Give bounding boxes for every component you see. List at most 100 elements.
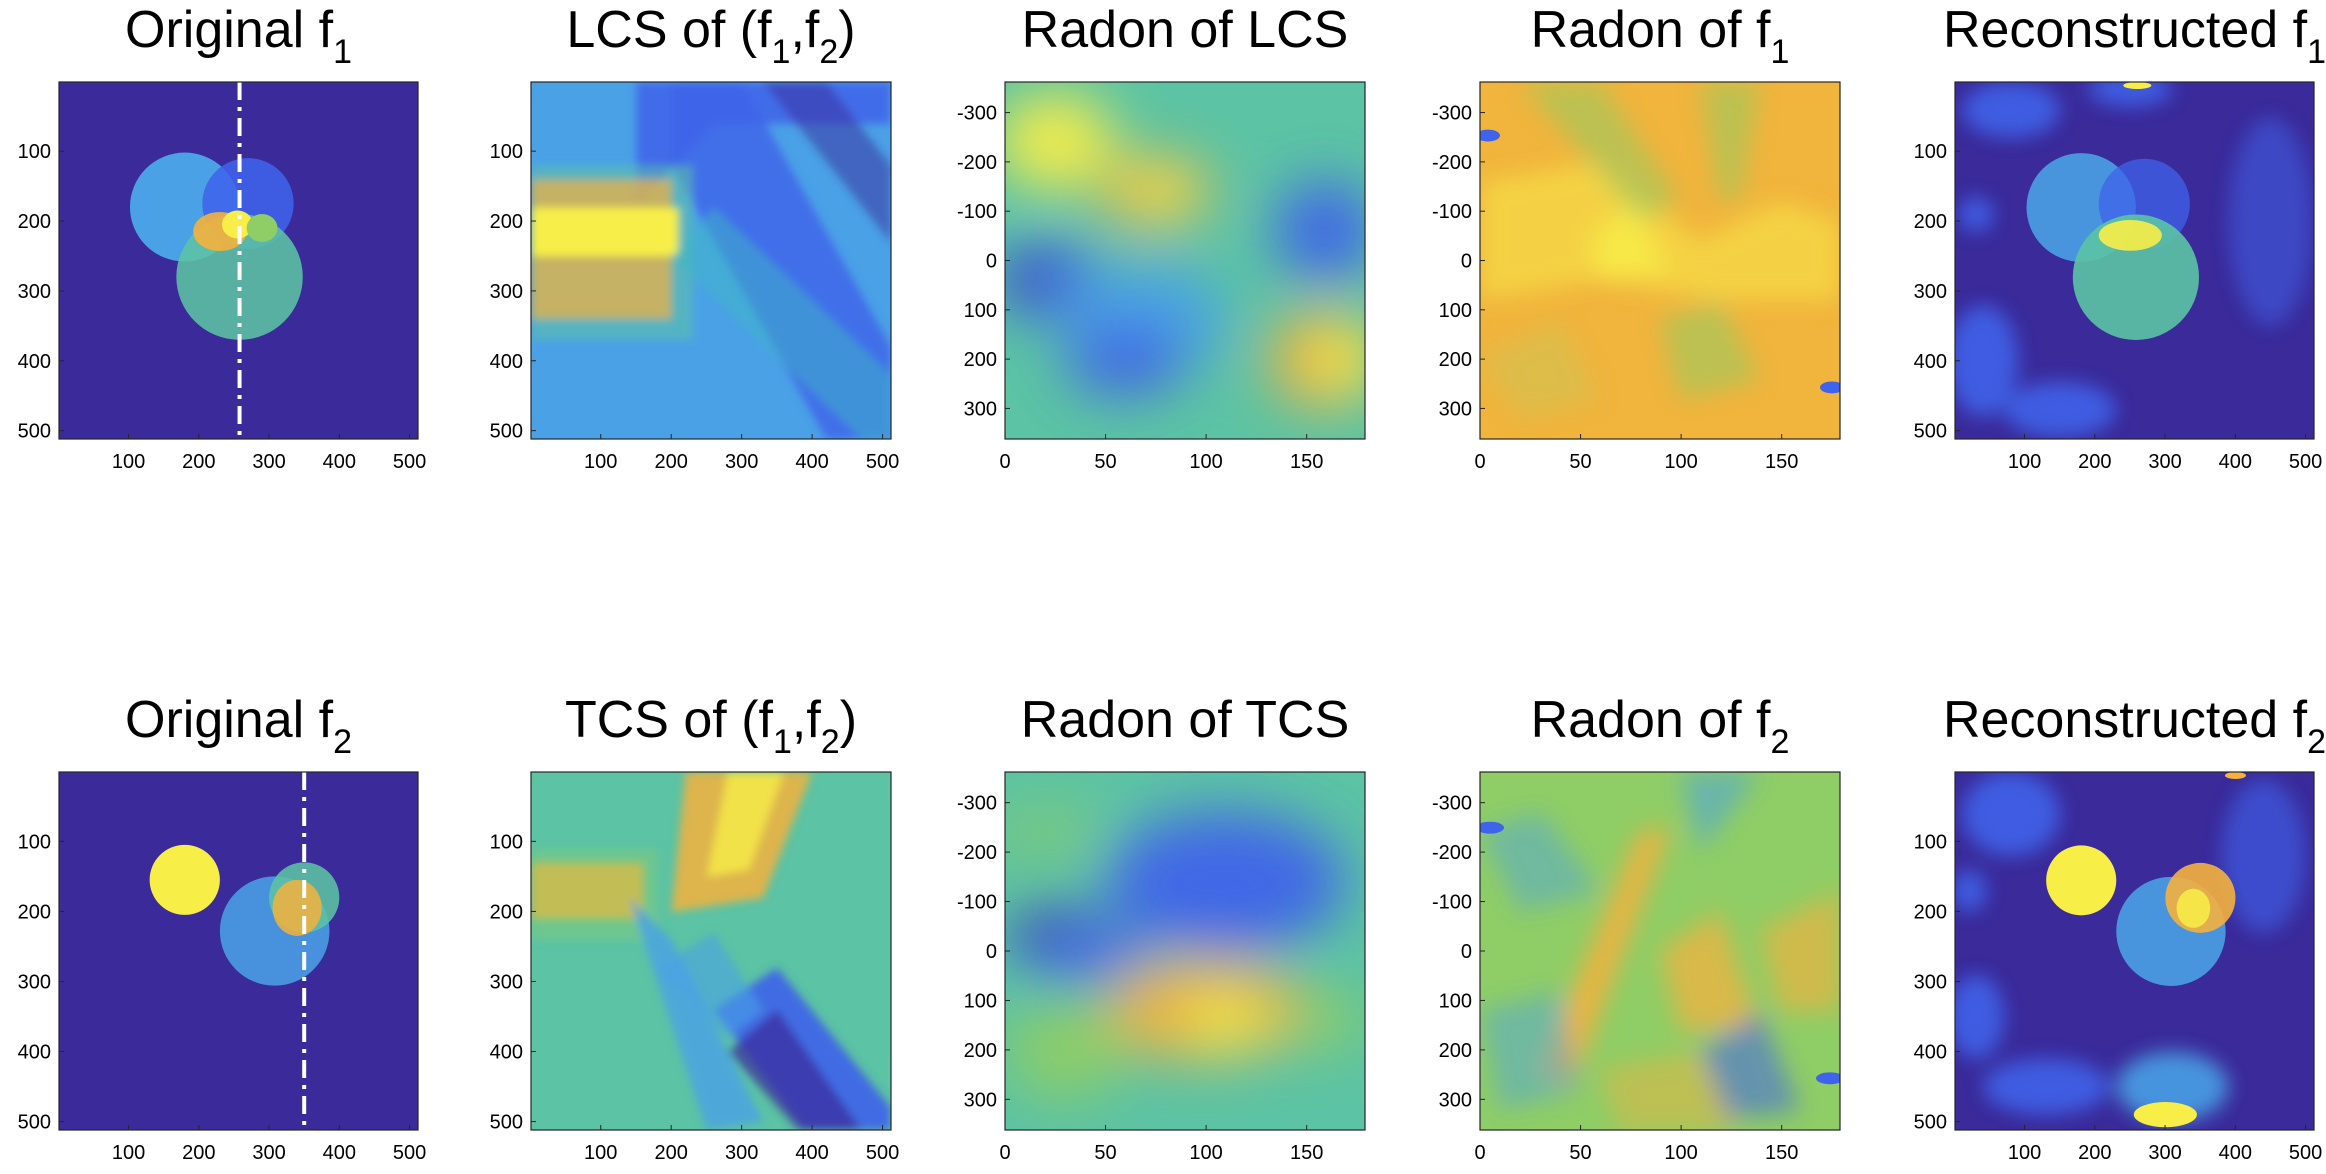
panel-title: Radon of TCS — [1021, 691, 1350, 749]
y-tick-label: -100 — [957, 201, 997, 223]
y-tick-label: 300 — [1914, 971, 1947, 993]
title-subscript: 2 — [2307, 723, 2326, 761]
y-tick-label: 100 — [1439, 300, 1472, 322]
y-tick-label: -100 — [1432, 892, 1472, 914]
x-tick-label: 200 — [182, 1142, 215, 1164]
x-tick-label: 200 — [2078, 451, 2111, 473]
y-tick-label: 500 — [1914, 421, 1947, 443]
title-subscript: 1 — [2307, 33, 2326, 71]
y-tick-label: 100 — [1914, 141, 1947, 163]
y-tick-label: 100 — [490, 831, 523, 853]
x-tick-label: 400 — [323, 1142, 356, 1164]
y-tick-label: 200 — [964, 349, 997, 371]
title-text: ) — [838, 1, 855, 59]
x-tick-label: 100 — [1189, 451, 1222, 473]
y-tick-label: 0 — [1461, 251, 1472, 273]
y-tick-label: 0 — [986, 251, 997, 273]
panel-title: Radon of f2 — [1531, 691, 1790, 761]
panel-title: Reconstructed f2 — [1943, 691, 2326, 761]
x-tick-label: 100 — [2008, 1142, 2041, 1164]
panel-title: Radon of f1 — [1531, 1, 1790, 71]
x-tick-label: 500 — [866, 1142, 899, 1164]
x-tick-label: 100 — [1664, 451, 1697, 473]
y-tick-label: 100 — [18, 141, 51, 163]
y-tick-label: 300 — [1439, 1089, 1472, 1111]
y-tick-label: 200 — [964, 1040, 997, 1062]
y-tick-label: 200 — [18, 211, 51, 233]
y-tick-label: 0 — [986, 941, 997, 963]
y-tick-label: 300 — [1914, 281, 1947, 303]
x-tick-label: 100 — [1189, 1142, 1222, 1164]
y-tick-label: 400 — [1914, 351, 1947, 373]
x-tick-label: 300 — [252, 451, 285, 473]
x-tick-label: 150 — [1290, 1142, 1323, 1164]
title-subscript: 1 — [1771, 33, 1790, 71]
title-subscript: 2 — [819, 33, 838, 71]
y-tick-label: -300 — [957, 103, 997, 125]
x-tick-label: 300 — [725, 451, 758, 473]
y-tick-label: 400 — [18, 351, 51, 373]
x-tick-label: 50 — [1569, 451, 1591, 473]
y-tick-label: 300 — [18, 281, 51, 303]
x-tick-label: 300 — [725, 1142, 758, 1164]
x-tick-label: 400 — [2219, 451, 2252, 473]
panel-title: TCS of (f1,f2) — [565, 691, 857, 761]
x-tick-label: 150 — [1290, 451, 1323, 473]
x-tick-label: 200 — [2078, 1142, 2111, 1164]
panel-radon-tcs — [1004, 771, 1366, 1131]
title-subscript: 1 — [773, 723, 792, 761]
panel-original-f2 — [58, 771, 419, 1131]
x-tick-label: 400 — [2219, 1142, 2252, 1164]
y-tick-label: -200 — [957, 152, 997, 174]
x-tick-label: 400 — [795, 451, 828, 473]
y-tick-label: 100 — [964, 990, 997, 1012]
y-tick-label: 200 — [490, 211, 523, 233]
x-tick-label: 400 — [323, 451, 356, 473]
overlap-region — [246, 214, 278, 242]
y-tick-label: 200 — [1439, 1040, 1472, 1062]
panel-lcs — [530, 81, 892, 440]
y-tick-label: -100 — [957, 892, 997, 914]
y-tick-label: -200 — [957, 842, 997, 864]
title-text: Original f — [125, 691, 334, 749]
x-tick-label: 150 — [1765, 1142, 1798, 1164]
x-tick-label: 0 — [999, 451, 1010, 473]
title-text: TCS of (f — [565, 691, 774, 749]
y-tick-label: 500 — [490, 421, 523, 443]
title-text: ,f — [790, 1, 819, 59]
y-tick-label: 100 — [1439, 990, 1472, 1012]
title-text: Radon of f — [1531, 1, 1771, 59]
title-text: ) — [840, 691, 857, 749]
x-tick-label: 200 — [655, 1142, 688, 1164]
x-tick-label: 300 — [252, 1142, 285, 1164]
x-tick-label: 500 — [866, 451, 899, 473]
x-tick-label: 500 — [2289, 451, 2322, 473]
y-tick-label: 400 — [18, 1042, 51, 1064]
x-tick-label: 100 — [112, 451, 145, 473]
panel-radon-f1 — [1479, 81, 1841, 440]
y-tick-label: 300 — [490, 971, 523, 993]
axes-frame — [530, 81, 892, 440]
x-tick-label: 100 — [584, 1142, 617, 1164]
x-tick-label: 300 — [2148, 1142, 2181, 1164]
panel-radon-f2 — [1479, 771, 1841, 1131]
y-tick-label: 400 — [490, 1042, 523, 1064]
x-tick-label: 0 — [999, 1142, 1010, 1164]
x-tick-label: 200 — [182, 451, 215, 473]
y-tick-label: 200 — [1439, 349, 1472, 371]
panel-title: Reconstructed f1 — [1943, 1, 2326, 71]
circle-yellow — [149, 844, 220, 915]
title-subscript: 2 — [1771, 723, 1790, 761]
title-subscript: 1 — [333, 33, 352, 71]
axes-frame — [530, 771, 892, 1131]
x-tick-label: 100 — [112, 1142, 145, 1164]
y-tick-label: 200 — [1914, 901, 1947, 923]
y-tick-label: 300 — [18, 971, 51, 993]
title-text: Radon of f — [1531, 691, 1771, 749]
title-text: Radon of TCS — [1021, 691, 1350, 749]
y-tick-label: 200 — [1914, 211, 1947, 233]
y-tick-label: 500 — [490, 1112, 523, 1134]
title-text: Reconstructed f — [1943, 691, 2308, 749]
x-tick-label: 50 — [1094, 451, 1116, 473]
